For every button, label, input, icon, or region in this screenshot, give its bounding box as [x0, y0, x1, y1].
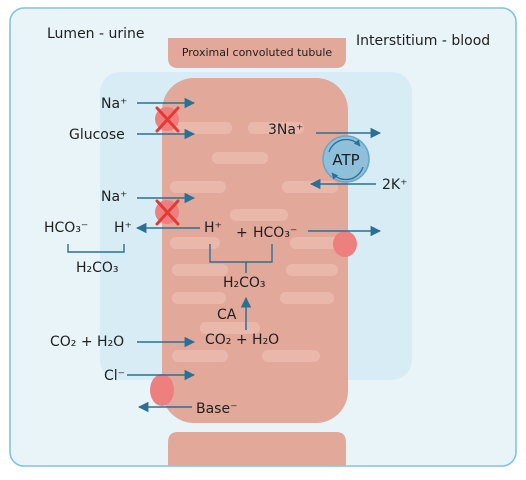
atp-label: ATP	[332, 151, 359, 169]
interstitium-label: Interstitium - blood	[356, 33, 490, 49]
three-na-label: 3Na⁺	[268, 122, 303, 138]
cl-base-exchanger	[150, 374, 174, 406]
two-k-label: 2K⁺	[382, 177, 407, 193]
h2co3-lumen-label: H₂CO₃	[76, 260, 119, 276]
cl-label: Cl⁻	[104, 368, 125, 384]
plus-label: +	[236, 225, 248, 241]
ca-label: CA	[217, 307, 237, 323]
co2-h2o-lumen-label: CO₂ + H₂O	[50, 334, 124, 350]
lumen-bracket	[67, 244, 125, 253]
lumen-label: Lumen - urine	[47, 26, 145, 42]
tubule-cell	[162, 78, 348, 423]
hco3-transporter	[333, 231, 357, 257]
tubule-top-cap	[168, 38, 346, 68]
na-mid-label: Na⁺	[101, 189, 127, 205]
h-cell-label: H⁺	[204, 220, 222, 236]
na-top-label: Na⁺	[101, 96, 127, 112]
base-label: Base⁻	[196, 401, 237, 417]
cell-label: Proximal convoluted tubule	[182, 46, 333, 59]
blocked-mark-top	[155, 106, 180, 133]
tubule-bottom-cap	[168, 432, 346, 466]
atp-pump	[322, 135, 370, 183]
hco3-lumen-label: HCO₃⁻	[44, 220, 88, 236]
h-lumen-label: H⁺	[114, 220, 132, 236]
blocked-mark-mid	[155, 199, 180, 226]
glucose-label: Glucose	[69, 127, 125, 143]
co2-h2o-cell-label: CO₂ + H₂O	[205, 332, 279, 348]
cell-bracket	[209, 244, 273, 263]
hco3-cell-label: HCO₃⁻	[253, 225, 297, 241]
h2co3-cell-label: H₂CO₃	[223, 275, 266, 291]
cell-stripes	[170, 122, 340, 362]
